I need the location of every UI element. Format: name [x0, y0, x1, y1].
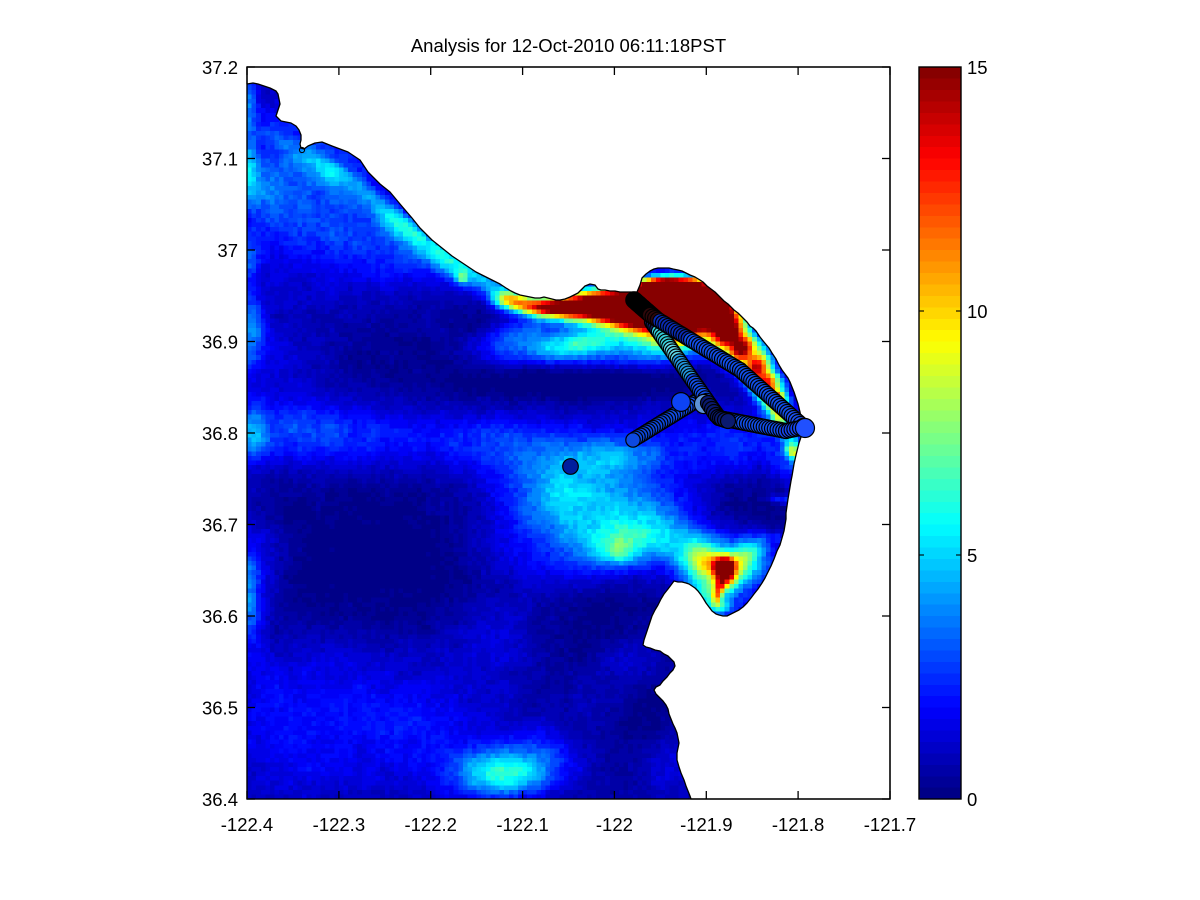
svg-text:-121.8: -121.8 — [772, 814, 824, 835]
svg-text:-121.7: -121.7 — [864, 814, 916, 835]
svg-text:36.8: 36.8 — [202, 423, 238, 444]
svg-text:-122.1: -122.1 — [496, 814, 548, 835]
svg-text:-122.2: -122.2 — [404, 814, 456, 835]
svg-text:36.6: 36.6 — [202, 606, 238, 627]
svg-text:37.1: 37.1 — [202, 149, 238, 170]
svg-text:-122.3: -122.3 — [313, 814, 365, 835]
svg-text:36.9: 36.9 — [202, 332, 238, 353]
svg-text:0: 0 — [967, 789, 977, 810]
svg-text:Analysis for 12-Oct-2010 06:11: Analysis for 12-Oct-2010 06:11:18PST — [411, 35, 726, 56]
svg-text:10: 10 — [967, 301, 988, 322]
svg-text:37: 37 — [217, 240, 238, 261]
svg-text:-122.4: -122.4 — [221, 814, 273, 835]
svg-text:36.4: 36.4 — [202, 789, 238, 810]
svg-text:15: 15 — [967, 57, 988, 78]
svg-text:36.5: 36.5 — [202, 698, 238, 719]
svg-text:-122: -122 — [596, 814, 633, 835]
svg-text:-121.9: -121.9 — [680, 814, 732, 835]
svg-text:36.7: 36.7 — [202, 515, 238, 536]
svg-text:37.2: 37.2 — [202, 57, 238, 78]
svg-text:5: 5 — [967, 545, 977, 566]
